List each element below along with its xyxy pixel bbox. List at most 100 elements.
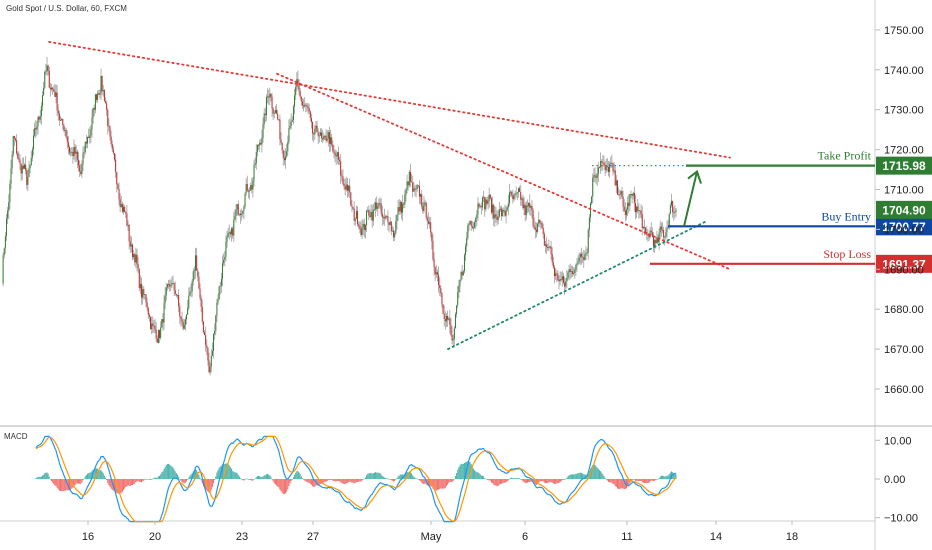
macd-hist-bar-neg xyxy=(132,479,134,486)
candle xyxy=(258,144,260,150)
candle-body-up xyxy=(304,104,306,107)
candle-body-down xyxy=(421,194,423,207)
macd-hist-bar-neg xyxy=(520,479,522,480)
candle-body-down xyxy=(301,101,303,106)
candle xyxy=(609,161,611,178)
candle xyxy=(556,269,558,283)
candle xyxy=(20,163,22,181)
macd-hist-bar-pos xyxy=(254,478,256,479)
candle-body-up xyxy=(24,164,26,169)
candle xyxy=(317,128,319,145)
candle xyxy=(243,204,245,220)
candle xyxy=(288,119,290,145)
candle-body-down xyxy=(471,226,473,228)
macd-hist-bar-pos xyxy=(368,473,370,479)
candle-body-down xyxy=(321,132,323,139)
candle-body-down xyxy=(22,165,24,169)
candle-body-up xyxy=(448,318,450,320)
candle xyxy=(366,209,368,232)
candle-body-down xyxy=(76,151,78,160)
macd-hist-bar-pos xyxy=(381,475,383,479)
candle-body-up xyxy=(242,210,244,214)
candle xyxy=(343,178,345,190)
candle-body-down xyxy=(307,106,309,109)
macd-hist-bar-neg xyxy=(530,479,532,482)
candle xyxy=(619,189,621,200)
candle-body-up xyxy=(37,117,39,127)
candle xyxy=(128,223,130,250)
candle-body-up xyxy=(463,255,465,272)
candle xyxy=(300,96,302,106)
candle xyxy=(246,175,248,193)
macd-hist-bar-pos xyxy=(579,472,581,479)
candle-body-down xyxy=(112,149,114,154)
macd-hist-bar-neg xyxy=(539,479,541,482)
candle-body-up xyxy=(165,287,167,296)
candle-body-up xyxy=(362,223,364,228)
macd-hist-bar-pos xyxy=(215,476,217,479)
candle xyxy=(632,191,634,200)
macd-hist-bar-pos xyxy=(485,478,487,480)
candle-body-down xyxy=(162,319,164,323)
candle xyxy=(588,214,590,238)
price-axis[interactable]: 1660.001670.001680.001690.001700.001710.… xyxy=(875,25,924,396)
candle-body-down xyxy=(496,216,498,220)
time-axis[interactable]: 16 20 23 27 May 6 11 14 18 xyxy=(82,521,798,543)
candle-body-down xyxy=(107,109,109,127)
candle xyxy=(277,109,279,121)
candle-body-down xyxy=(153,325,155,327)
y-tick-label: 1710.00 xyxy=(884,185,924,197)
macd-hist-bar-pos xyxy=(224,463,226,479)
candle xyxy=(389,217,391,226)
candle-body-up xyxy=(75,151,77,154)
candle xyxy=(2,252,4,287)
candle-body-down xyxy=(552,262,554,268)
candle xyxy=(129,235,131,253)
candle-body-down xyxy=(550,246,552,255)
candle-body-down xyxy=(180,316,182,320)
candle-body-up xyxy=(559,279,561,282)
candle xyxy=(269,87,271,106)
candle xyxy=(481,195,483,211)
candle xyxy=(462,269,464,276)
candle-body-up xyxy=(378,202,380,206)
macd-hist-bar-neg xyxy=(136,479,138,482)
candle-body-up xyxy=(630,194,632,195)
candle xyxy=(634,194,636,220)
candle-body-down xyxy=(202,321,204,333)
candle xyxy=(285,148,287,169)
candle xyxy=(592,173,594,204)
macd-hist-bar-neg xyxy=(81,479,83,483)
candle-body-up xyxy=(187,307,189,315)
candle-body-down xyxy=(199,288,201,299)
macd-hist-bar-neg xyxy=(543,479,545,483)
macd-hist-bar-pos xyxy=(376,472,378,479)
candle xyxy=(177,294,179,300)
candle-body-up xyxy=(664,236,666,238)
candle-body-up xyxy=(613,170,615,172)
candle xyxy=(502,207,504,217)
candle-body-up xyxy=(465,246,467,256)
candle xyxy=(567,270,569,281)
candle-body-down xyxy=(312,122,314,134)
macd-hist-bar-pos xyxy=(566,477,568,479)
candle xyxy=(507,194,509,216)
candle xyxy=(289,118,291,130)
macd-hist-bar-neg xyxy=(493,479,495,485)
candle-body-up xyxy=(160,327,162,338)
candle-body-down xyxy=(504,211,506,216)
macd-hist-bar-neg xyxy=(291,479,293,480)
candle-body-up xyxy=(591,196,593,204)
candle xyxy=(313,131,315,143)
macd-hist-bar-neg xyxy=(651,479,653,481)
candle xyxy=(660,222,662,237)
candle-body-up xyxy=(625,209,627,216)
macd-hist-bar-pos xyxy=(582,473,584,479)
candle-body-down xyxy=(101,75,103,92)
candle-body-down xyxy=(353,208,355,221)
candle xyxy=(665,226,667,240)
candle-body-down xyxy=(159,330,161,338)
macd-hist-bar-neg xyxy=(394,479,396,482)
macd-hist-bar-neg xyxy=(438,479,440,490)
candle xyxy=(571,265,573,278)
